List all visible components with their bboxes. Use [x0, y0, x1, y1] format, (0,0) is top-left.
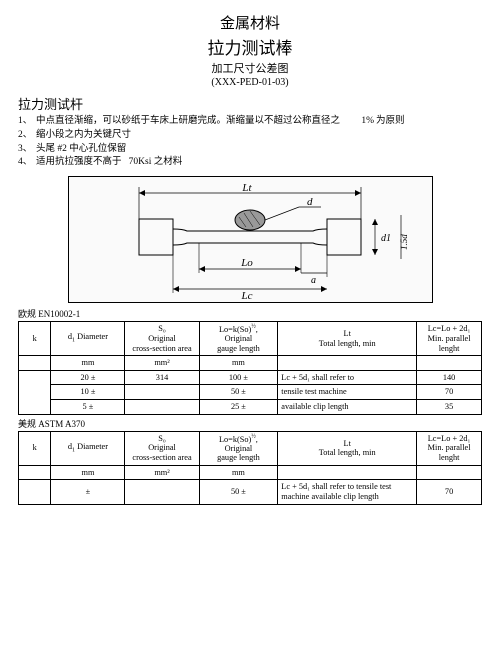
us-spec-label: 美规 ASTM A370: [18, 417, 482, 430]
table-header-row: k d1 Diameter S₀Originalcross-section ar…: [19, 322, 482, 356]
eu-spec-label: 欧规 EN10002-1: [18, 307, 482, 320]
label-15d: 1.5d: [399, 234, 409, 250]
specimen-diagram: Lt d d1 1.5d Lo a: [68, 176, 433, 303]
col-lt: LtTotal length, min: [278, 431, 417, 465]
table-header-row: k d1 Diameter S₀Originalcross-section ar…: [19, 431, 482, 465]
us-table: k d1 Diameter S₀Originalcross-section ar…: [18, 431, 482, 505]
col-lc: Lc=Lo + 2d₁Min. parallel lenght: [417, 431, 482, 465]
note-4: 适用抗拉强度不高于 70Ksi 之材料: [36, 156, 482, 170]
label-d1: d1: [381, 233, 391, 244]
title-line-1: 金属材料: [18, 12, 482, 33]
col-d: d1 Diameter: [51, 322, 125, 356]
col-k: k: [19, 431, 51, 465]
section-title: 拉力测试杆: [18, 94, 482, 113]
label-lo: Lo: [240, 257, 253, 269]
title-line-2: 拉力测试棒: [18, 34, 482, 59]
doc-code: (XXX-PED-01-03): [18, 77, 482, 88]
label-lt: Lt: [241, 182, 252, 194]
col-lt: LtTotal length, min: [278, 322, 417, 356]
note-4-num: 4、: [18, 156, 36, 170]
title-line-3: 加工尺寸公差图: [18, 60, 482, 76]
label-lc: Lc: [240, 290, 252, 302]
col-s0: S₀Originalcross-section area: [125, 322, 199, 356]
note-3-num: 3、: [18, 143, 36, 157]
table-unit-row: mmmm²mm: [19, 356, 482, 371]
table-row: 20 ±314100 ±Lc + 5d₁ shall refer to140: [19, 370, 482, 385]
doc-header: 金属材料 拉力测试棒 加工尺寸公差图 (XXX-PED-01-03): [18, 12, 482, 88]
notes-list: 1、中点直径渐缩，可以砂纸于车床上研磨完成。渐缩量以不超过公称直径之1%为原则 …: [18, 115, 482, 170]
label-d: d: [307, 196, 313, 208]
col-lc: Lc=Lo + 2d₁Min. parallel lenght: [417, 322, 482, 356]
note-1-num: 1、: [18, 115, 36, 129]
note-3: 头尾 #2 中心孔位保留: [36, 143, 482, 157]
eu-table: k d1 Diameter S₀Originalcross-section ar…: [18, 321, 482, 414]
note-2: 缩小段之内为关键尺寸: [36, 129, 482, 143]
table-row: ±50 ±Lc + 5d₁ shall refer to tensile tes…: [19, 480, 482, 504]
col-lo: Lo=k(So)½,Originalgauge length: [199, 431, 278, 465]
note-1: 中点直径渐缩，可以砂纸于车床上研磨完成。渐缩量以不超过公称直径之1%为原则: [36, 115, 482, 129]
col-d: d1 Diameter: [51, 431, 125, 465]
table-row: 5 ±25 ±available clip length35: [19, 400, 482, 415]
col-k: k: [19, 322, 51, 356]
note-2-num: 2、: [18, 129, 36, 143]
col-s0: S₀Originalcross-section area: [125, 431, 199, 465]
table-row: 10 ±50 ±tensile test machine70: [19, 385, 482, 400]
label-a: a: [311, 275, 316, 286]
table-unit-row: mmmm²mm: [19, 465, 482, 480]
col-lo: Lo=k(So)½,Originalgauge length: [199, 322, 278, 356]
